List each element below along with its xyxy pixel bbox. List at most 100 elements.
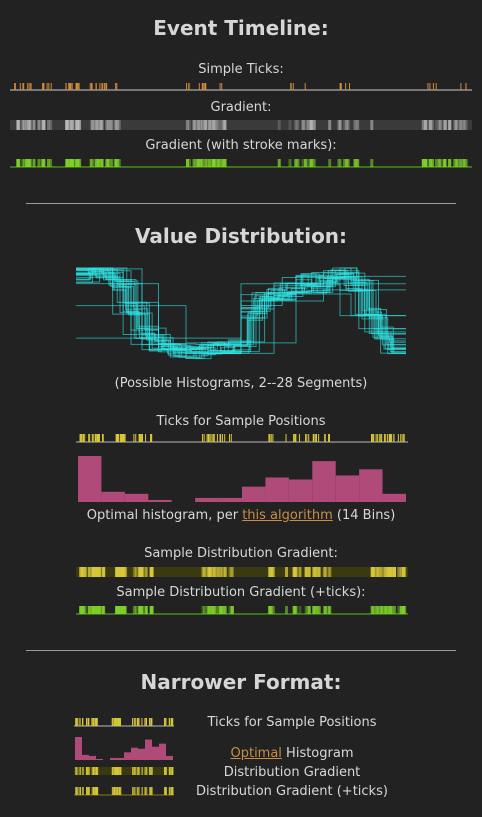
gradient-mark <box>324 567 328 577</box>
gradient-mark <box>79 567 83 577</box>
gradient-mark <box>193 120 197 130</box>
histogram-bar <box>131 747 138 760</box>
gradient-mark <box>437 120 441 130</box>
gradient-mark <box>386 606 390 614</box>
gradient-mark <box>87 606 91 614</box>
gradient-mark <box>108 159 112 167</box>
gradient-mark <box>141 767 143 775</box>
gradient-mark <box>271 606 275 614</box>
gradient-mark <box>91 606 95 614</box>
gradient-mark <box>370 567 374 577</box>
gradient-mark <box>228 567 232 577</box>
gradient-mark <box>145 787 148 795</box>
gradient-mark <box>49 159 53 167</box>
gradient-label: Gradient: <box>210 100 272 115</box>
gradient-mark <box>151 767 153 775</box>
gradient-mark <box>298 567 302 577</box>
gradient-mark <box>199 159 203 167</box>
gradient-mark <box>78 120 82 130</box>
algorithm-link[interactable]: this algorithm <box>242 508 333 523</box>
gradient-mark <box>288 159 292 167</box>
histogram-bar <box>312 461 336 502</box>
gradient-mark <box>186 159 190 167</box>
gradient-mark <box>208 567 212 577</box>
gradient-mark <box>106 120 110 130</box>
gradient-mark <box>230 606 234 614</box>
gradient-mark <box>138 787 141 795</box>
gradient-mark <box>228 606 232 614</box>
gradient-mark <box>305 567 309 577</box>
gradient-mark <box>42 120 46 130</box>
histogram-bar <box>124 752 131 760</box>
gradient-mark <box>430 120 434 130</box>
gradient-mark <box>76 159 80 167</box>
gradient-mark <box>79 787 81 795</box>
gradient-mark <box>79 606 83 614</box>
gradient-mark <box>206 567 210 577</box>
gradient-mark <box>221 120 225 130</box>
gradient-mark <box>75 767 77 775</box>
gradient-mark <box>139 606 143 614</box>
gradient-mark <box>144 567 148 577</box>
gradient-mark <box>89 159 93 167</box>
gradient-mark <box>22 159 26 167</box>
gradient-mark <box>211 159 215 167</box>
gradient-mark <box>92 767 95 775</box>
gradient-mark <box>165 787 167 795</box>
gradient-mark <box>212 120 216 130</box>
gradient-mark <box>421 120 425 130</box>
optimal-link[interactable]: Optimal <box>230 746 282 761</box>
gradient-mark <box>442 120 446 130</box>
gradient-mark <box>454 120 458 130</box>
gradient-mark <box>138 606 142 614</box>
gradient-mark <box>141 606 145 614</box>
gradient-mark <box>312 120 316 130</box>
gradient-mark <box>205 159 209 167</box>
gradient-mark <box>223 159 227 167</box>
gradient-mark <box>327 567 331 577</box>
possible-histograms-plot <box>76 267 406 360</box>
histogram-bar <box>159 743 166 760</box>
gradient-mark <box>424 120 428 130</box>
green-gradient-strip <box>10 159 472 168</box>
narrower-format-title: Narrower Format: <box>140 670 342 694</box>
gradient-mark <box>216 159 220 167</box>
gradient-mark <box>42 120 46 130</box>
gradient-mark <box>285 567 289 577</box>
gradient-mark <box>94 159 98 167</box>
gradient-mark <box>403 606 407 614</box>
gradient-mark <box>95 120 99 130</box>
gradient-mark <box>311 159 315 167</box>
gradient-mark <box>343 159 347 167</box>
gradient-mark <box>25 159 29 167</box>
gradient-mark <box>93 567 97 577</box>
optimal-histogram <box>78 456 406 502</box>
histogram-bar <box>89 755 96 760</box>
gradient-mark <box>77 787 79 795</box>
gradient-mark <box>150 606 154 614</box>
gradient-mark <box>270 606 274 614</box>
gradient-mark <box>144 767 146 775</box>
gradient-mark <box>277 159 281 167</box>
gradient-mark <box>41 120 45 130</box>
gradient-mark <box>75 767 77 775</box>
sample-dist-gradient-ticks-label: Sample Distribution Gradient (+ticks): <box>116 585 366 600</box>
histogram-bar <box>218 497 242 502</box>
gradient-mark <box>97 120 101 130</box>
gradient-mark <box>217 120 221 130</box>
gradient-mark <box>221 159 225 167</box>
gradient-mark <box>171 787 174 795</box>
gradient-mark <box>216 567 220 577</box>
gradient-mark <box>87 567 91 577</box>
gradient-mark <box>168 787 171 795</box>
gradient-mark <box>78 159 82 167</box>
gradient-mark <box>97 159 101 167</box>
gradient-mark <box>421 120 425 130</box>
gradient-mark <box>134 567 138 577</box>
gradient-mark <box>397 606 401 614</box>
gradient-mark <box>328 159 332 167</box>
gradient-mark <box>345 120 349 130</box>
gradient-mark <box>203 567 207 577</box>
gradient-mark <box>270 567 274 577</box>
gradient-mark <box>37 159 41 167</box>
